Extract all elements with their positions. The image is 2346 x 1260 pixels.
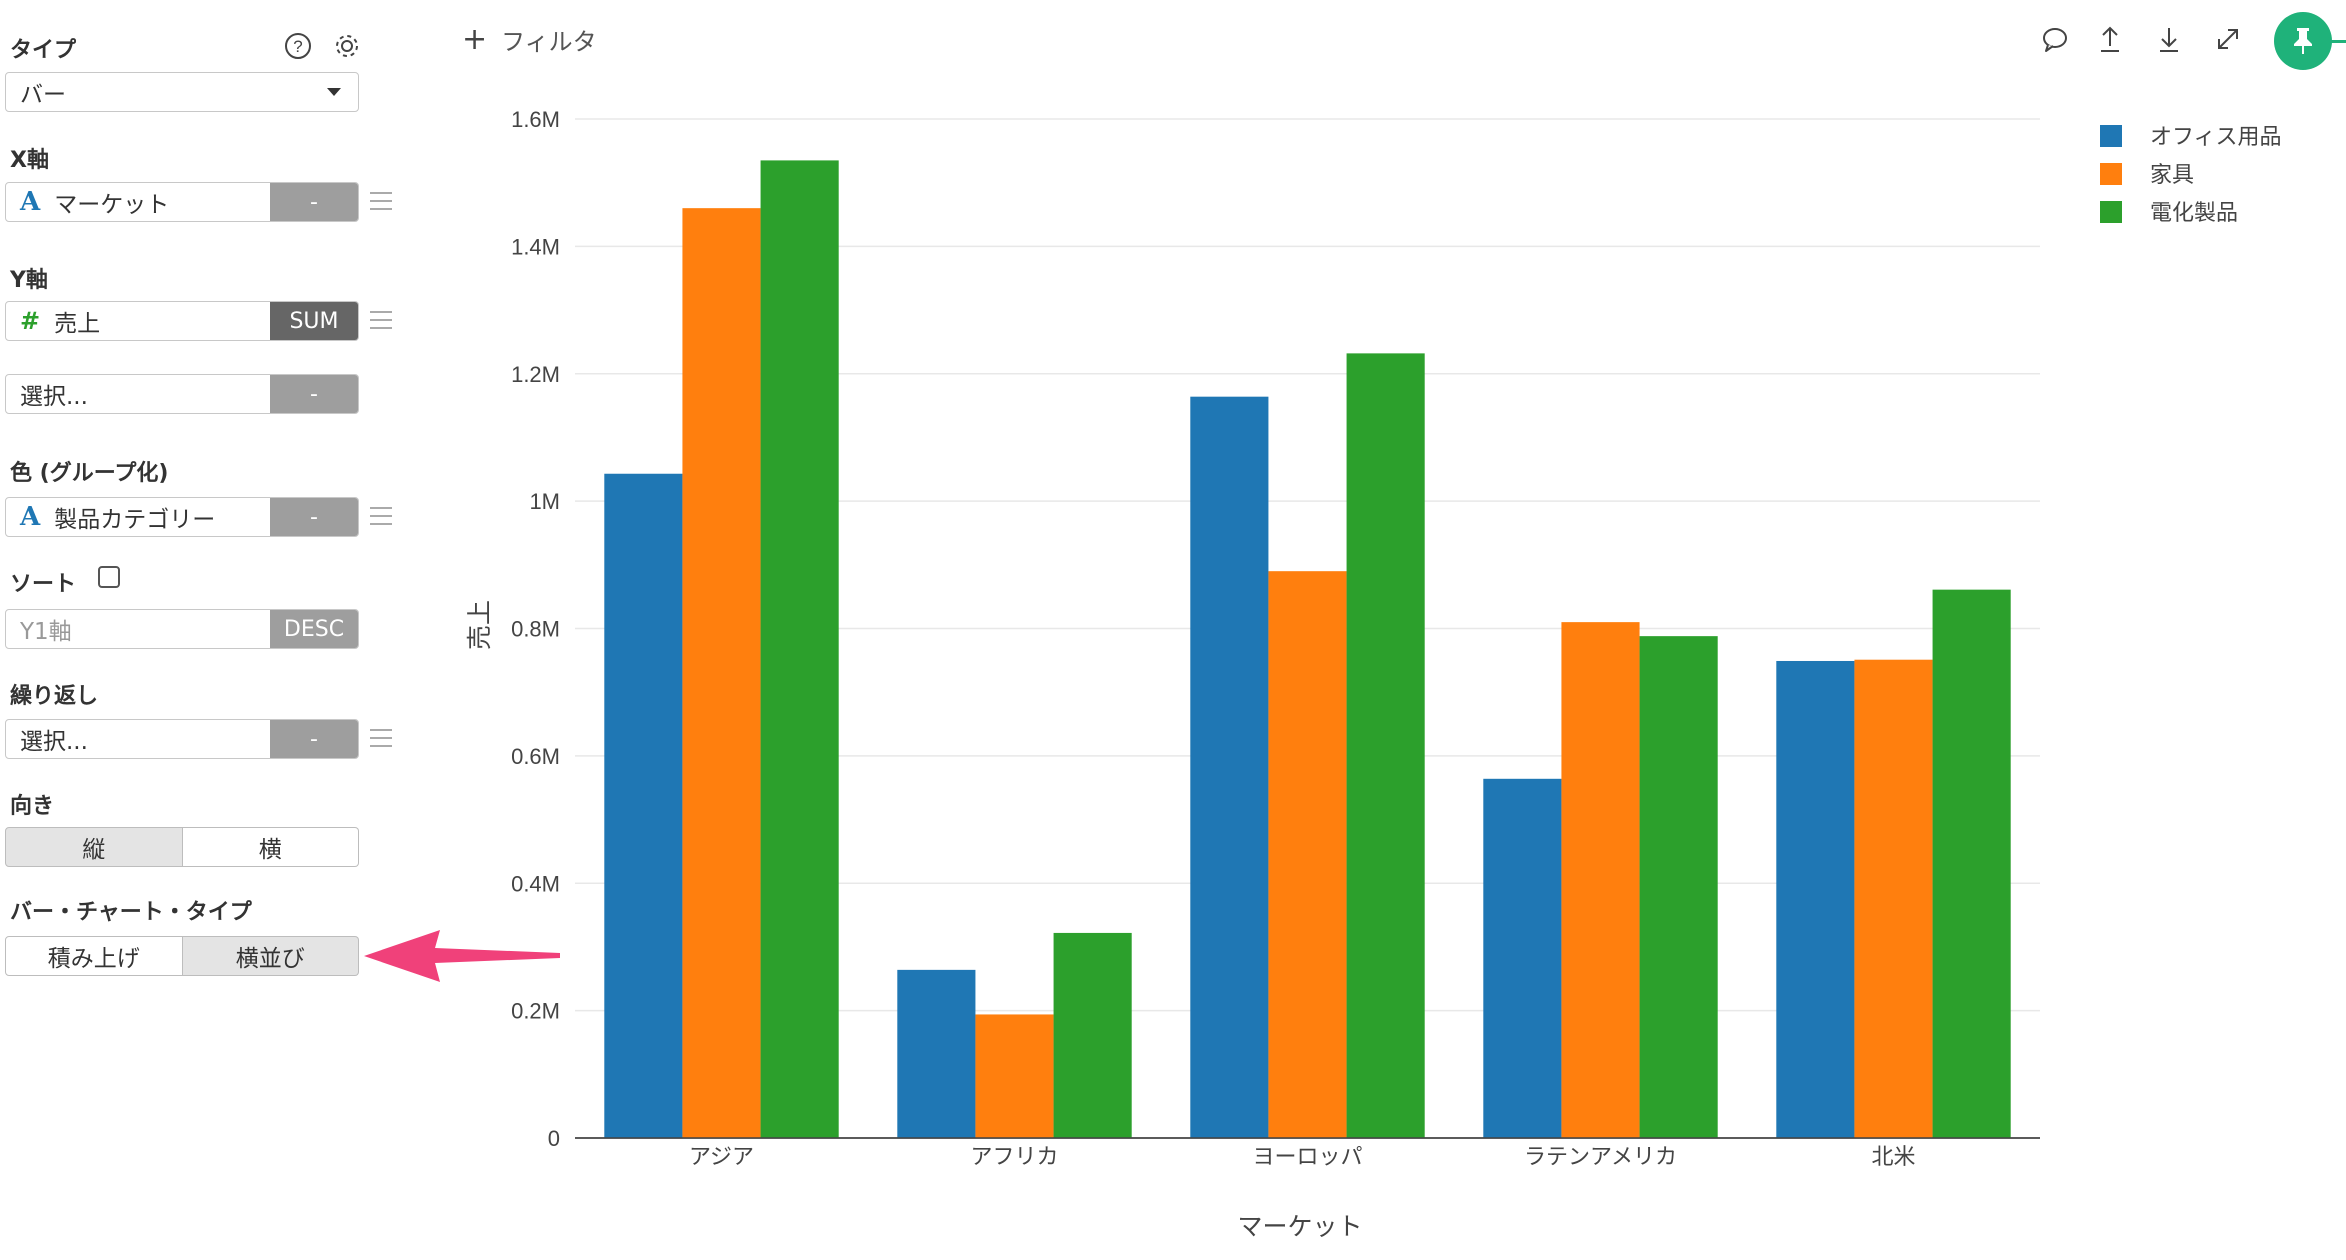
orientation-label: 向き xyxy=(10,794,55,819)
y-tick-label: 0.2M xyxy=(511,999,560,1024)
upload-icon[interactable] xyxy=(2095,24,2125,54)
bar[interactable] xyxy=(1639,636,1718,1138)
sort-order-button[interactable]: DESC xyxy=(270,610,358,648)
y-tick-label: 0 xyxy=(548,1126,560,1151)
add-filter-button[interactable]: + フィルタ xyxy=(462,22,597,57)
y-axis-field-value: 売上 xyxy=(54,311,101,337)
gear-icon[interactable] xyxy=(333,32,361,60)
y-axis-menu-icon[interactable] xyxy=(370,311,392,329)
y-tick-label: 0.8M xyxy=(511,617,560,642)
orientation-toggle: 縦 横 xyxy=(5,827,359,867)
x-axis-field[interactable]: A マーケット - xyxy=(5,182,359,222)
y-tick-label: 1.4M xyxy=(511,234,560,259)
y-tick-label: 1.6M xyxy=(511,107,560,132)
bar[interactable] xyxy=(1346,353,1425,1138)
help-icon[interactable]: ? xyxy=(284,32,312,60)
text-type-icon: A xyxy=(20,502,41,532)
repeat-aggregation-button[interactable]: - xyxy=(270,720,358,758)
y-tick-label: 1M xyxy=(529,489,560,514)
repeat-field[interactable]: 選択... - xyxy=(5,719,359,759)
x-tick-label: ラテンアメリカ xyxy=(1524,1145,1677,1170)
download-icon[interactable] xyxy=(2154,24,2184,54)
bar[interactable] xyxy=(1776,660,1855,1138)
sort-checkbox[interactable] xyxy=(98,566,120,588)
type-label: タイプ xyxy=(10,38,77,63)
y-axis-second-aggregation-button[interactable]: - xyxy=(270,375,358,413)
repeat-field-placeholder: 選択... xyxy=(20,729,88,755)
bar-chart-type-toggle: 積み上げ 横並び xyxy=(5,936,359,976)
repeat-label: 繰り返し xyxy=(10,684,99,709)
comment-icon[interactable] xyxy=(2040,24,2070,54)
y-tick-label: 1.2M xyxy=(511,362,560,387)
y-axis-label: Y軸 xyxy=(10,268,48,293)
x-axis-field-value: マーケット xyxy=(54,192,170,218)
orientation-vertical-button[interactable]: 縦 xyxy=(5,827,183,867)
chart-type-select[interactable]: バー xyxy=(5,72,359,112)
bar[interactable] xyxy=(682,208,761,1139)
bar[interactable] xyxy=(1268,571,1347,1138)
x-axis-title: マーケット xyxy=(1237,1212,1362,1241)
y-axis-aggregation-button[interactable]: SUM xyxy=(270,302,358,340)
bar[interactable] xyxy=(897,969,976,1138)
bar-type-grouped-button[interactable]: 横並び xyxy=(182,936,359,976)
expand-icon[interactable] xyxy=(2213,24,2243,54)
plus-icon: + xyxy=(462,21,488,57)
x-axis-menu-icon[interactable] xyxy=(370,192,392,210)
x-axis-label: X軸 xyxy=(10,148,49,173)
x-tick-label: アジア xyxy=(689,1145,754,1170)
bar[interactable] xyxy=(760,160,839,1139)
pin-button[interactable] xyxy=(2274,12,2332,70)
chevron-down-icon xyxy=(327,88,341,96)
legend-item-label[interactable]: 電化製品 xyxy=(2150,201,2238,226)
bar[interactable] xyxy=(1561,622,1640,1138)
add-filter-label: フィルタ xyxy=(501,28,597,56)
legend-swatch xyxy=(2100,201,2122,223)
bar[interactable] xyxy=(604,473,683,1138)
sort-field[interactable]: Y1軸 DESC xyxy=(5,609,359,649)
y-tick-label: 0.6M xyxy=(511,744,560,769)
tick-layer: 0 0.2M 0.4M 0.6M 0.8M 1M 1.2M 1.4M 1.6M アジア アフリカ ヨー… xyxy=(511,107,2040,1170)
sort-field-placeholder: Y1軸 xyxy=(20,619,72,645)
y-axis-field[interactable]: # 売上 SUM xyxy=(5,301,359,341)
y-axis-second-field[interactable]: 選択... - xyxy=(5,374,359,414)
text-type-icon: A xyxy=(20,187,41,217)
sort-label: ソート xyxy=(10,572,77,597)
color-group-label: 色 (グループ化) xyxy=(10,461,169,486)
y-tick-label: 0.4M xyxy=(511,871,560,896)
annotation-arrow xyxy=(364,930,560,982)
legend-swatch xyxy=(2100,163,2122,185)
y-axis-title: 売上 xyxy=(465,600,494,650)
bar-chart-type-label: バー・チャート・タイプ xyxy=(10,900,252,925)
color-group-menu-icon[interactable] xyxy=(370,507,392,525)
color-group-field[interactable]: A 製品カテゴリー - xyxy=(5,497,359,537)
color-group-field-value: 製品カテゴリー xyxy=(54,507,216,533)
bar[interactable] xyxy=(1932,589,2011,1138)
y-axis-second-placeholder: 選択... xyxy=(20,384,88,410)
legend-swatch xyxy=(2100,125,2122,147)
x-axis-aggregation-button[interactable]: - xyxy=(270,183,358,221)
bar-layer xyxy=(604,160,2011,1139)
color-group-aggregation-button[interactable]: - xyxy=(270,498,358,536)
bar[interactable] xyxy=(1053,932,1132,1138)
chart-type-value: バー xyxy=(20,82,66,108)
bar-type-stacked-button[interactable]: 積み上げ xyxy=(5,936,183,976)
pin-icon xyxy=(2294,28,2312,54)
x-tick-label: アフリカ xyxy=(970,1145,1058,1170)
repeat-menu-icon[interactable] xyxy=(370,729,392,747)
x-tick-label: ヨーロッパ xyxy=(1252,1145,1362,1170)
legend-item-label[interactable]: オフィス用品 xyxy=(2150,125,2282,150)
bar[interactable] xyxy=(975,1014,1054,1138)
bar[interactable] xyxy=(1190,396,1269,1138)
bar[interactable] xyxy=(1483,778,1562,1138)
number-type-icon: # xyxy=(20,307,41,335)
pin-connector xyxy=(2331,40,2346,43)
bar[interactable] xyxy=(1854,659,1933,1138)
x-tick-label: 北米 xyxy=(1871,1145,1915,1170)
svg-text:?: ? xyxy=(293,37,302,56)
orientation-horizontal-button[interactable]: 横 xyxy=(182,827,359,867)
legend-item-label[interactable]: 家具 xyxy=(2150,163,2194,188)
